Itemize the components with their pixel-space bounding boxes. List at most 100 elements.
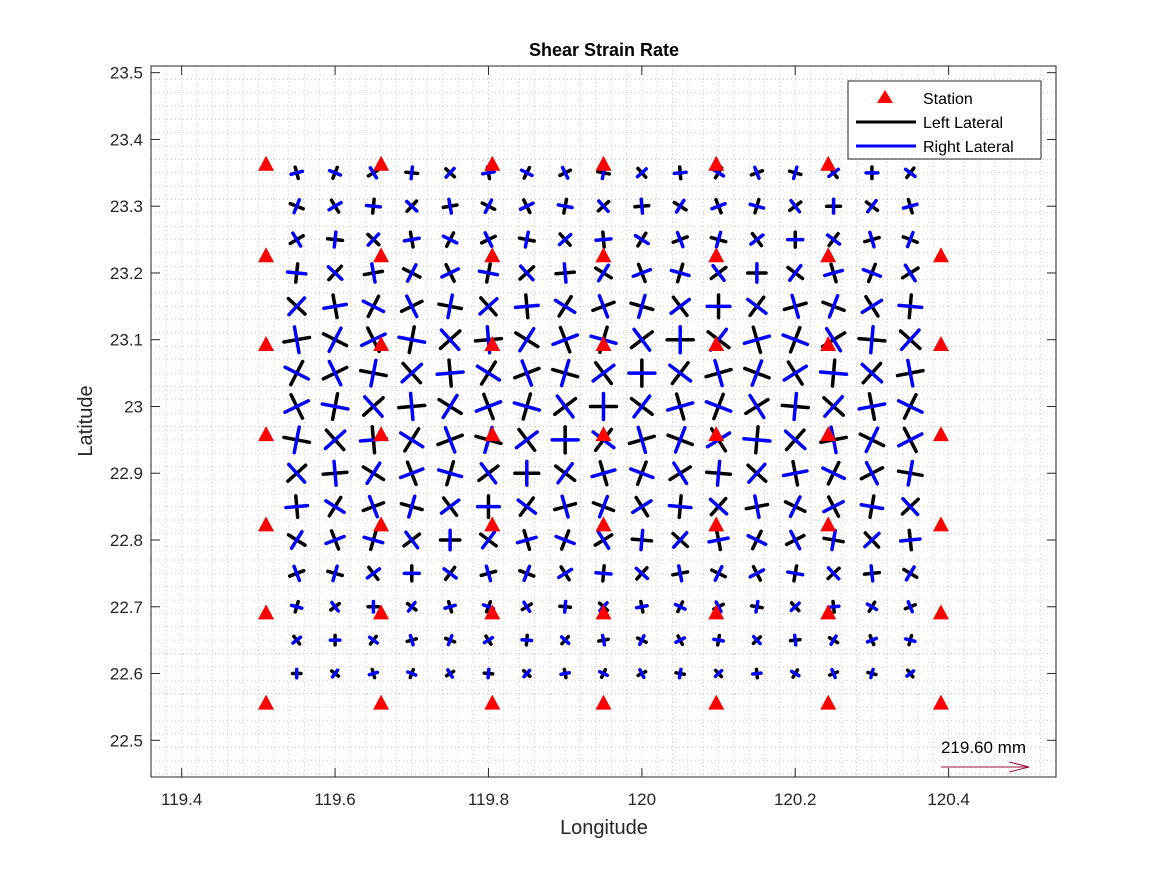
station-marker (708, 155, 725, 171)
station-marker (484, 155, 501, 171)
right-lateral-bar (630, 499, 653, 515)
station-marker (595, 336, 612, 352)
chart-title: Shear Strain Rate (529, 40, 679, 60)
station-marker (373, 155, 390, 171)
station-marker (373, 694, 390, 710)
right-lateral-bar (440, 267, 461, 279)
right-lateral-bar (361, 299, 386, 314)
legend: Station Left Lateral Right Lateral (847, 80, 1042, 160)
right-lateral-bar (518, 264, 535, 282)
right-lateral-bar (782, 364, 809, 382)
right-lateral-bar (677, 564, 684, 583)
right-lateral-bar (863, 531, 881, 549)
right-lateral-bar (827, 293, 840, 319)
right-lateral-bar (292, 325, 301, 355)
right-lateral-bar (289, 169, 305, 177)
right-lateral-bar (480, 170, 496, 176)
right-lateral-bar (439, 498, 461, 515)
right-lateral-bar (823, 268, 845, 278)
y-tick-label: 22.8 (110, 531, 143, 550)
right-lateral-bar (788, 495, 802, 519)
right-lateral-bar (903, 167, 917, 179)
right-lateral-bar (554, 534, 576, 546)
right-lateral-bar (446, 668, 455, 679)
right-lateral-bar (749, 233, 765, 246)
right-lateral-bar (441, 234, 459, 245)
legend-station-label: Station (923, 91, 973, 108)
right-lateral-bar (518, 326, 536, 353)
right-lateral-bar (519, 168, 534, 178)
right-lateral-bar (754, 599, 760, 614)
legend-left-lateral-label: Left Lateral (923, 115, 1003, 132)
right-lateral-bar (899, 328, 921, 352)
right-lateral-bar (750, 671, 763, 676)
right-lateral-bar (289, 530, 304, 550)
right-lateral-bar (790, 293, 801, 319)
right-lateral-bar (860, 298, 884, 315)
right-lateral-bar (869, 667, 875, 680)
y-tick-label: 22.9 (110, 464, 143, 483)
right-lateral-bar (901, 496, 920, 517)
right-lateral-bar (331, 564, 339, 583)
right-lateral-bar (865, 198, 878, 214)
right-lateral-bar (903, 637, 917, 644)
station-marker (258, 604, 275, 620)
right-lateral-bar (827, 167, 841, 179)
station-marker (595, 694, 612, 710)
y-tick-label: 23.4 (110, 130, 143, 149)
station-marker (484, 604, 501, 620)
right-lateral-bar (868, 230, 876, 249)
right-lateral-bar (523, 230, 530, 249)
station-marker (820, 336, 837, 352)
right-lateral-bar (560, 494, 570, 519)
right-lateral-bar (359, 332, 387, 348)
station-marker (373, 516, 390, 532)
right-lateral-bar (707, 536, 730, 544)
right-lateral-bar (596, 263, 611, 283)
right-lateral-bar (789, 601, 801, 613)
right-lateral-bar (322, 302, 348, 311)
right-lateral-bar (442, 567, 458, 580)
right-lateral-bar (869, 325, 875, 355)
right-lateral-bar (711, 263, 726, 283)
right-lateral-bar (483, 198, 494, 215)
right-lateral-bar (786, 570, 805, 577)
right-lateral-bar (332, 230, 338, 249)
right-lateral-bar (522, 600, 532, 614)
y-tick-label: 23.3 (110, 197, 143, 216)
right-lateral-bar (896, 399, 924, 414)
right-lateral-bar (326, 264, 344, 281)
right-lateral-bar (600, 633, 607, 647)
right-lateral-bar (292, 425, 301, 455)
right-lateral-bar (289, 603, 304, 610)
right-lateral-bar (405, 263, 418, 283)
right-lateral-bar (365, 567, 382, 580)
reference-vector: 219.60 mm (940, 738, 1030, 773)
right-lateral-bar (792, 633, 798, 647)
right-lateral-bar (406, 670, 418, 677)
right-lateral-bar (753, 494, 761, 519)
right-lateral-bar (751, 634, 762, 646)
right-lateral-bar (864, 426, 880, 454)
right-lateral-bar (865, 602, 879, 612)
right-lateral-bar (594, 237, 613, 242)
right-lateral-bar (665, 401, 695, 412)
right-lateral-bar (792, 391, 799, 422)
station-marker (258, 336, 275, 352)
right-lateral-bar (597, 494, 610, 519)
station-marker (595, 426, 612, 442)
right-lateral-bar (482, 635, 495, 645)
right-lateral-bar (597, 669, 610, 678)
right-lateral-bar (479, 461, 498, 485)
right-lateral-bar (486, 667, 491, 680)
y-tick-label: 23.2 (110, 264, 143, 283)
right-lateral-bar (631, 267, 653, 278)
right-lateral-bar (821, 466, 847, 481)
right-lateral-bar (822, 499, 845, 514)
right-lateral-bar (748, 202, 766, 210)
right-lateral-bar (677, 667, 683, 680)
station-marker (708, 247, 725, 263)
right-lateral-bar (857, 402, 887, 411)
right-lateral-bar (675, 230, 685, 249)
station-marker (373, 247, 390, 263)
